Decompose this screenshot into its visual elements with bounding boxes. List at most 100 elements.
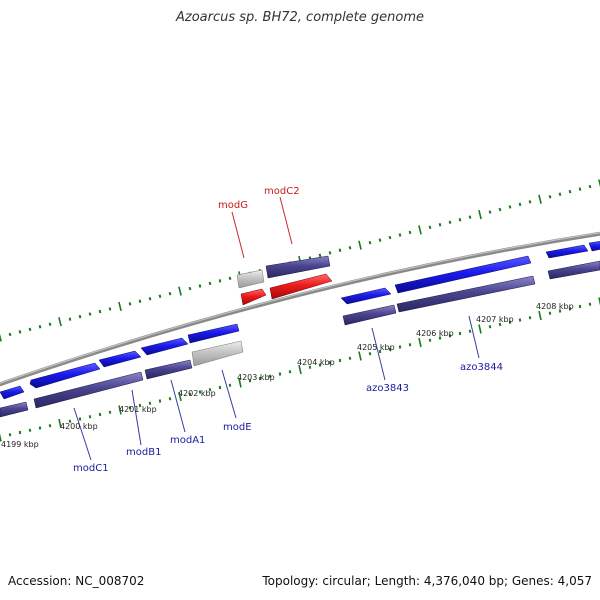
minor-tick [218,279,222,283]
gene-arrow[interactable] [240,288,267,306]
minor-tick [388,235,392,240]
minor-tick [508,320,512,324]
minor-tick [8,332,12,337]
minor-tick [248,379,252,383]
minor-tick [558,309,562,313]
map-title: Azoarcus sp. BH72, complete genome [175,10,425,25]
leader-modG [231,211,245,259]
gene-arrow[interactable] [29,362,101,389]
gene-bar[interactable] [191,340,244,367]
scale-label: 4199 kbp [1,440,39,449]
minor-tick [28,327,32,332]
major-tick [178,286,182,296]
scale-label: 4206 kbp [416,329,454,338]
gene-arrow[interactable] [588,241,600,252]
minor-tick [38,426,42,430]
major-tick [0,433,2,442]
major-tick [58,317,62,327]
gene-label-modB1[interactable]: modB1 [126,447,161,458]
minor-tick [188,392,192,396]
leader-azo3843 [371,327,386,381]
minor-tick [328,361,332,365]
minor-tick [148,401,152,405]
scale-label: 4200 kbp [60,422,98,431]
genome-summary-text: Topology: circular; Length: 4,376,040 bp… [262,574,592,588]
minor-tick [128,302,132,306]
genome-backbone [0,231,600,387]
minor-tick [188,286,192,291]
gene-label-modG[interactable]: modG [218,200,248,211]
gene-bar[interactable] [236,269,265,289]
minor-tick [548,311,552,315]
major-tick [478,210,482,220]
minor-tick [518,318,522,322]
gene-arrow[interactable] [269,273,333,300]
scale-label: 4203 kbp [237,373,275,382]
gene-arrow[interactable] [394,255,532,294]
scale-label: 4202 kbp [178,389,216,398]
minor-tick [258,376,262,381]
minor-tick [28,428,32,432]
minor-tick [398,233,402,237]
gene-bar[interactable] [265,255,331,279]
gene-arrow[interactable] [340,287,392,305]
gene-bar[interactable] [144,359,193,380]
gene-label-modC1[interactable]: modC1 [73,463,109,474]
label-leaders [73,196,480,461]
gene-arrow[interactable] [98,350,142,368]
scale-label: 4204 kbp [297,358,335,367]
minor-tick [68,419,72,423]
minor-tick [468,215,472,219]
gene-label-azo3843[interactable]: azo3843 [366,383,409,394]
minor-tick [498,207,502,212]
major-tick [358,351,362,361]
inner-tick-ring [0,297,600,442]
minor-tick [18,330,22,334]
scale-label: 4201 kbp [119,405,157,414]
major-tick [58,418,62,429]
gene-label-modA1[interactable]: modA1 [170,435,205,446]
minor-tick [148,297,152,301]
leader-modB1 [131,389,142,446]
minor-tick [338,358,342,363]
reverse-strand-genes [0,255,600,418]
minor-tick [168,291,172,296]
minor-tick [308,365,312,369]
major-tick [358,240,362,250]
gene-bar[interactable] [33,371,144,409]
major-tick [598,179,600,188]
minor-tick [528,316,532,320]
gene-label-modE[interactable]: modE [223,422,252,433]
gene-bar[interactable] [396,275,536,313]
gene-bar[interactable] [547,260,600,280]
minor-tick [578,304,582,309]
minor-tick [448,220,452,224]
gene-arrow[interactable] [187,323,240,344]
minor-tick [198,284,202,288]
gene-bar[interactable] [0,401,29,418]
minor-tick [548,195,552,199]
major-tick [178,391,182,402]
highlighted-genes [240,273,333,306]
gene-arrow[interactable] [140,337,189,356]
minor-tick [68,317,72,321]
gene-arrow[interactable] [545,244,589,259]
minor-tick [528,200,532,204]
minor-tick [228,276,232,281]
minor-tick [458,217,462,222]
gene-label-modC2[interactable]: modC2 [264,186,300,197]
minor-tick [218,385,222,390]
scale-label: 4208 kbp [536,302,574,311]
minor-tick [328,251,332,255]
minor-tick [318,363,322,367]
minor-tick [348,356,352,360]
leader-modC1 [73,407,92,461]
minor-tick [388,347,392,351]
minor-tick [228,383,232,387]
minor-tick [268,374,272,378]
major-tick [298,364,302,375]
minor-tick [278,372,282,376]
gene-label-azo3844[interactable]: azo3844 [460,362,503,373]
gene-arrow[interactable] [0,385,25,400]
gene-bar[interactable] [342,304,397,326]
